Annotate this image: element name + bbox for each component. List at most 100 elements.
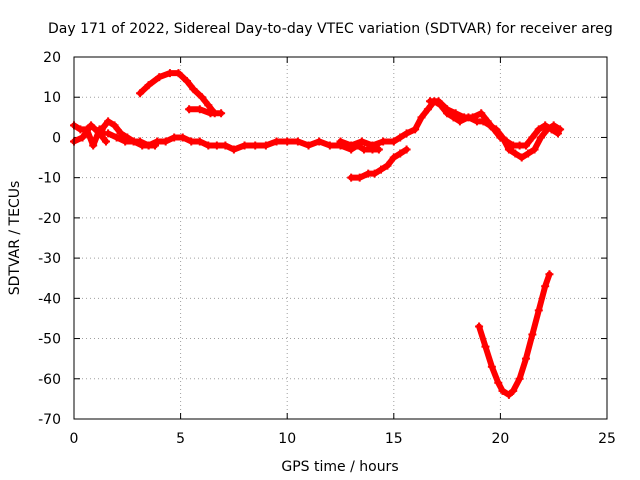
- y-tick-label: -20: [38, 211, 61, 227]
- data-point: [509, 386, 518, 395]
- chart-title: Day 171 of 2022, Sidereal Day-to-day VTE…: [48, 21, 613, 37]
- data-point: [155, 73, 164, 82]
- data-point: [423, 105, 432, 114]
- data-point: [178, 133, 187, 142]
- data-point: [553, 129, 562, 138]
- data-point: [502, 137, 511, 146]
- data-point: [182, 77, 191, 86]
- data-point: [417, 113, 426, 122]
- y-axis-label: SDTVAR / TECUs: [7, 181, 23, 296]
- data-point: [189, 85, 198, 94]
- y-tick-label: -10: [38, 171, 61, 187]
- data-point: [530, 145, 539, 154]
- data-point: [496, 133, 505, 142]
- data-point: [521, 141, 530, 150]
- data-point: [377, 165, 386, 174]
- data-point: [101, 137, 110, 146]
- data-point: [455, 117, 464, 126]
- data-point: [396, 149, 405, 158]
- data-point: [240, 141, 249, 150]
- grid: [74, 57, 607, 419]
- data-point: [517, 153, 526, 162]
- data-point: [534, 125, 543, 134]
- data-point: [402, 145, 411, 154]
- data-point: [547, 125, 556, 134]
- data-point: [89, 141, 98, 150]
- data-point: [483, 117, 492, 126]
- x-axis-label: GPS time / hours: [281, 459, 398, 475]
- data-point: [347, 141, 356, 150]
- x-tick-label: 5: [176, 431, 185, 447]
- data-point: [434, 97, 443, 106]
- data-point: [490, 125, 499, 134]
- data-point: [272, 137, 281, 146]
- data-point: [487, 362, 496, 371]
- data-point: [195, 137, 204, 146]
- data-point: [475, 322, 484, 331]
- data-point: [357, 137, 366, 146]
- data-point: [136, 89, 145, 98]
- data-point: [511, 149, 520, 158]
- data-point: [144, 81, 153, 90]
- data-point: [204, 101, 213, 110]
- data-point: [389, 137, 398, 146]
- data-point: [165, 69, 174, 78]
- data-point: [97, 125, 106, 134]
- data-point: [494, 378, 503, 387]
- data-point: [536, 133, 545, 142]
- data-point: [336, 137, 345, 146]
- data-point: [87, 121, 96, 130]
- data-point: [197, 93, 206, 102]
- data-point: [426, 97, 435, 106]
- data-point: [261, 141, 270, 150]
- data-point: [221, 141, 230, 150]
- data-point: [498, 386, 507, 395]
- data-point: [524, 149, 533, 158]
- data-point: [451, 109, 460, 118]
- plot-frame: [73, 56, 608, 420]
- data-point: [116, 129, 125, 138]
- data-point: [383, 161, 392, 170]
- data-point: [460, 113, 469, 122]
- data-point: [283, 137, 292, 146]
- axis-ticks: 0 5 10 15 20 25 20 10 0 -10 -20 -30 -40 -50 -60 -70: [38, 50, 616, 447]
- data-point: [187, 137, 196, 146]
- data-point: [212, 141, 221, 150]
- y-tick-label: -70: [38, 412, 61, 428]
- data-point: [355, 173, 364, 182]
- data-point: [396, 133, 405, 142]
- data-point: [541, 282, 550, 291]
- data-point: [443, 105, 452, 114]
- data-point: [521, 354, 530, 363]
- data-point: [347, 173, 356, 182]
- data-point: [185, 105, 194, 114]
- data-point: [195, 105, 204, 114]
- x-tick-label: 25: [598, 431, 616, 447]
- series-trace-arc-e: [137, 70, 218, 117]
- data-point: [129, 137, 138, 146]
- data-point: [545, 270, 554, 279]
- data-point: [389, 153, 398, 162]
- data-point: [504, 390, 513, 399]
- series-trace-arc-f: [186, 106, 225, 117]
- data-point: [206, 109, 215, 118]
- data-point: [370, 169, 379, 178]
- data-point: [229, 145, 238, 154]
- y-tick-label: -60: [38, 372, 61, 388]
- data-point: [315, 137, 324, 146]
- data-point: [110, 121, 119, 130]
- data-point: [325, 141, 334, 150]
- data-point: [368, 141, 377, 150]
- x-tick-label: 10: [278, 431, 296, 447]
- data-point: [541, 121, 550, 130]
- data-point: [468, 113, 477, 122]
- data-point: [504, 145, 513, 154]
- data-point: [151, 141, 160, 150]
- y-tick-label: 10: [43, 90, 61, 106]
- y-tick-label: -30: [38, 251, 61, 267]
- data-point: [174, 69, 183, 78]
- data-point: [528, 133, 537, 142]
- data-point: [121, 137, 130, 146]
- data-point: [161, 137, 170, 146]
- data-point: [304, 141, 313, 150]
